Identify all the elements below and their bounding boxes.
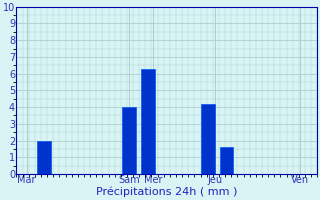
Bar bbox=[220, 147, 234, 174]
X-axis label: Précipitations 24h ( mm ): Précipitations 24h ( mm ) bbox=[96, 187, 237, 197]
Bar bbox=[122, 107, 136, 174]
Bar bbox=[201, 104, 215, 174]
Bar bbox=[141, 69, 155, 174]
Bar bbox=[37, 141, 51, 174]
